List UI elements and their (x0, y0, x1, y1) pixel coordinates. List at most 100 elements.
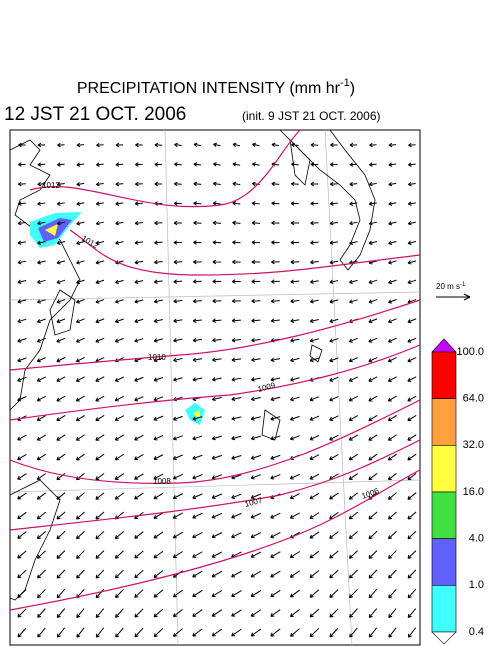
wind-arrow (349, 181, 358, 187)
wind-arrow (329, 338, 339, 343)
wind-arrow (114, 492, 125, 500)
wind-arrow (213, 142, 221, 148)
wind-arrow (212, 201, 221, 206)
wind-arrow (56, 357, 66, 363)
wind-arrow (153, 338, 163, 343)
wind-arrow (75, 337, 85, 343)
wind-arrow (291, 142, 299, 148)
wind-arrow (56, 260, 66, 265)
wind-arrow (289, 435, 300, 441)
wind-arrow (192, 435, 203, 441)
wind-arrow (309, 531, 320, 539)
wind-arrow (192, 551, 203, 558)
wind-arrow (289, 551, 300, 559)
wind-arrow (271, 201, 280, 206)
wind-arrow (368, 181, 377, 187)
wind-arrow (387, 414, 397, 422)
wind-arrow (290, 299, 300, 304)
wind-arrow (309, 589, 320, 598)
wind-arrow (211, 570, 223, 578)
wind-arrow (192, 298, 202, 304)
wind-arrow (251, 279, 261, 284)
wind-arrow (310, 259, 319, 265)
wind-arrow (76, 569, 85, 579)
wind-arrow (37, 221, 46, 226)
wind-arrow (193, 181, 202, 187)
wind-arrow (153, 415, 164, 421)
wind-arrow (17, 318, 27, 324)
wind-arrow (368, 434, 378, 441)
wind-arrow (329, 569, 339, 579)
wind-arrow (289, 589, 300, 598)
wind-arrow (115, 279, 124, 285)
wind-arrow (251, 357, 261, 362)
vector-scale-label: 20 m s-1 (436, 282, 466, 292)
wind-arrow (388, 569, 397, 579)
wind-arrow (17, 260, 27, 265)
wind-arrow (349, 279, 358, 285)
wind-arrow (95, 608, 105, 618)
valid-time: 12 JST 21 OCT. 2006 (4, 104, 186, 125)
wind-arrow (329, 415, 339, 421)
wind-arrow (329, 550, 339, 559)
wind-arrow (56, 240, 66, 245)
wind-arrow (173, 201, 182, 206)
wind-arrow (76, 318, 85, 324)
wind-arrow (36, 395, 46, 402)
wind-arrow (114, 550, 124, 559)
wind-arrow (192, 279, 202, 284)
wind-arrow (270, 396, 281, 402)
wind-arrow (211, 493, 223, 500)
wind-arrow (95, 337, 105, 343)
wind-arrow (407, 221, 416, 226)
wind-arrow (75, 434, 85, 441)
wind-arrow (250, 396, 261, 402)
wind-arrow (212, 377, 222, 382)
wind-arrow (368, 376, 378, 382)
wind-arrow (95, 221, 104, 226)
wind-arrow (172, 551, 183, 558)
wind-arrow (349, 240, 358, 245)
wind-arrow (348, 550, 358, 559)
wind-arrow (17, 627, 27, 638)
wind-arrow (172, 512, 183, 519)
grid-line (324, 129, 353, 646)
wind-arrow (56, 201, 65, 206)
wind-arrow (134, 454, 144, 461)
wind-arrow (193, 162, 202, 167)
wind-arrow (348, 569, 358, 579)
wind-arrow (134, 608, 144, 618)
wind-arrow (232, 240, 241, 245)
wind-arrow (76, 201, 85, 206)
wind-arrow (270, 512, 281, 519)
wind-arrow (388, 608, 397, 619)
wind-arrow (251, 318, 261, 323)
wind-arrow (153, 550, 164, 559)
wind-arrow (251, 298, 261, 304)
wind-arrow (329, 279, 339, 285)
wind-arrow (211, 396, 222, 402)
wind-arrow (309, 299, 319, 304)
wind-arrow (368, 550, 378, 559)
wind-arrow (368, 395, 378, 402)
wind-arrow (329, 376, 339, 382)
wind-arrow (75, 511, 85, 520)
wind-arrow (56, 434, 66, 441)
wind-arrow (270, 551, 281, 558)
wind-arrow (173, 338, 183, 343)
wind-arrow (76, 608, 85, 619)
wind-arrow (56, 318, 66, 324)
wind-arrow (407, 181, 416, 187)
wind-arrow (154, 181, 163, 187)
wind-arrow (368, 569, 378, 579)
wind-arrow (134, 627, 144, 638)
wind-arrow (289, 570, 300, 578)
wind-arrow (36, 569, 46, 579)
wind-arrow (290, 357, 300, 363)
wind-arrow (114, 395, 125, 402)
wind-arrow (173, 220, 182, 226)
wind-arrow (134, 240, 144, 245)
wind-arrow (388, 201, 397, 206)
wind-arrow (348, 376, 358, 382)
wind-arrow (211, 435, 222, 441)
